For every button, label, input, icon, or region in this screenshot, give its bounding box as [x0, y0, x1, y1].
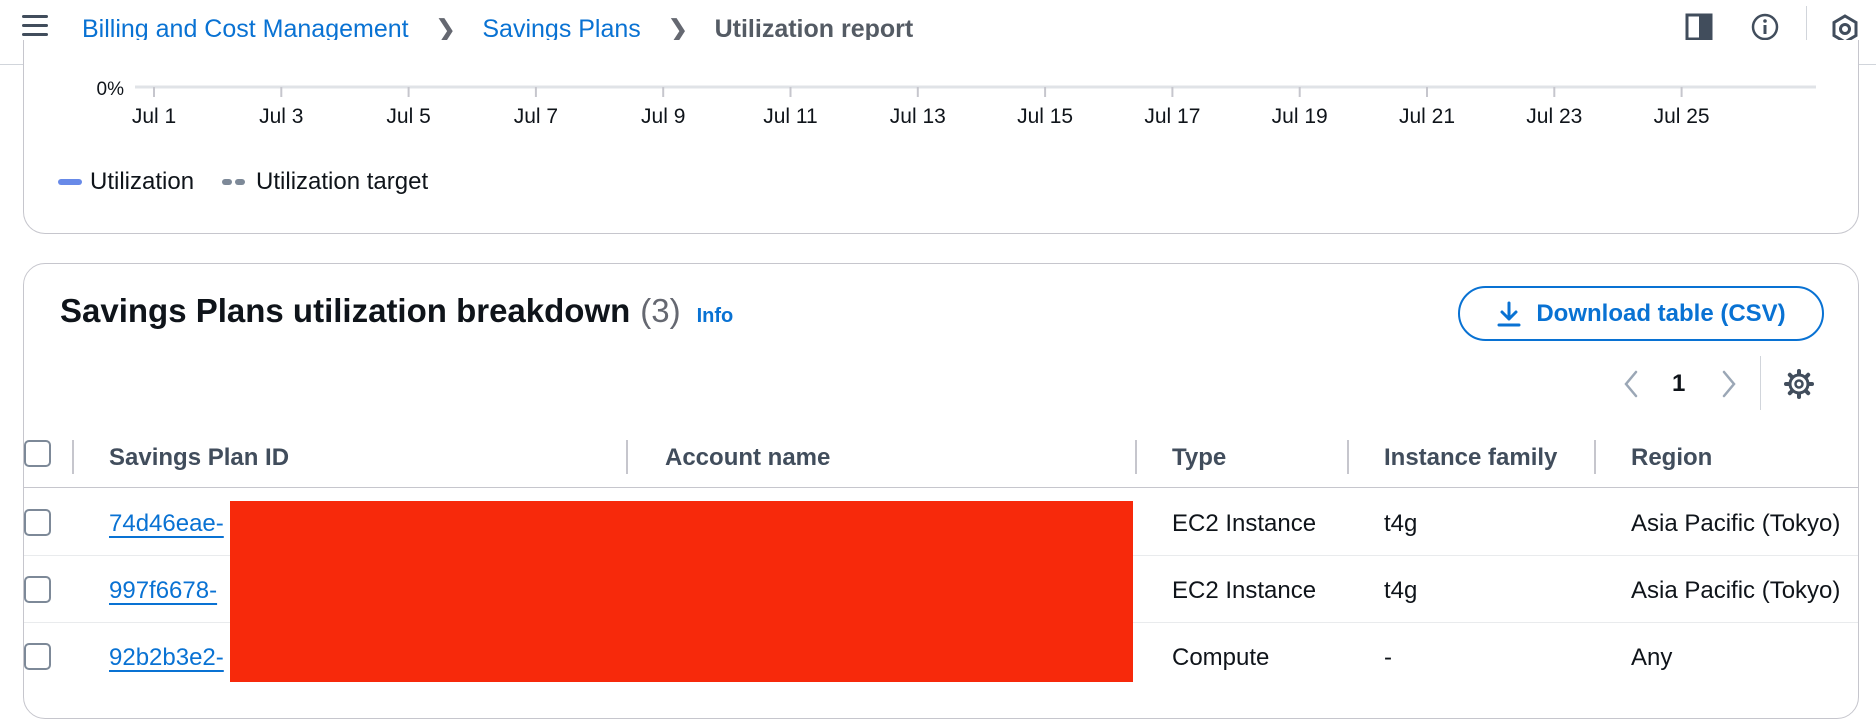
- download-csv-button[interactable]: Download table (CSV): [1458, 286, 1824, 341]
- column-resizer[interactable]: [626, 440, 628, 474]
- x-tick-label: Jul 13: [890, 105, 946, 128]
- column-resizer[interactable]: [1135, 440, 1137, 474]
- top-divider: [1806, 6, 1807, 48]
- chevron-right-icon[interactable]: [1716, 364, 1742, 409]
- menu-icon[interactable]: [20, 12, 50, 40]
- info-link[interactable]: Info: [696, 305, 734, 327]
- breakdown-count: (3): [640, 292, 681, 329]
- legend-item-utilization-target[interactable]: Utilization target: [222, 168, 428, 196]
- x-tick-label: Jul 17: [1144, 105, 1200, 128]
- utilization-chart: 0% Jul 1 Jul 3 Jul 5 Jul 7 Jul 9 Jul 11 Jul 13 J…: [97, 79, 1816, 128]
- x-tick-label: Jul 9: [641, 105, 685, 128]
- breadcrumb: Billing and Cost Management ❯ Savings Pl…: [82, 13, 913, 45]
- x-tick-label: Jul 7: [514, 105, 558, 128]
- breakdown-title-text: Savings Plans utilization breakdown: [60, 292, 631, 329]
- info-icon[interactable]: [1748, 10, 1782, 44]
- breadcrumb-current: Utilization report: [714, 14, 914, 43]
- y-tick-label: 0%: [97, 79, 125, 100]
- region-cell: Asia Pacific (Tokyo): [1631, 577, 1841, 604]
- redaction-block: [230, 501, 1133, 682]
- x-tick-label: Jul 1: [132, 105, 176, 128]
- savings-plan-id-link[interactable]: 997f6678-: [109, 577, 218, 604]
- chevron-right-icon: ❯: [434, 13, 457, 44]
- legend-item-utilization[interactable]: Utilization: [58, 168, 194, 196]
- instance-family-cell: t4g: [1384, 577, 1418, 604]
- breadcrumb-billing-link[interactable]: Billing and Cost Management: [82, 14, 409, 43]
- x-tick-label: Jul 15: [1017, 105, 1073, 128]
- instance-family-cell: t4g: [1384, 510, 1418, 537]
- region-cell: Asia Pacific (Tokyo): [1631, 510, 1841, 537]
- column-resizer[interactable]: [1347, 440, 1349, 474]
- x-tick-label: Jul 11: [763, 105, 817, 128]
- x-tick-label: Jul 19: [1272, 105, 1328, 128]
- legend-swatch-target: [222, 179, 248, 185]
- chevron-right-icon: ❯: [666, 13, 689, 44]
- column-header-account-name[interactable]: Account name: [665, 444, 831, 471]
- pagination-divider: [1760, 356, 1761, 410]
- type-cell: EC2 Instance: [1172, 510, 1317, 537]
- row-checkbox[interactable]: [24, 643, 51, 670]
- row-checkbox[interactable]: [24, 509, 51, 536]
- select-all-checkbox[interactable]: [24, 440, 51, 467]
- breakdown-title: Savings Plans utilization breakdown (3) …: [60, 292, 733, 330]
- utilization-chart-card: [23, 40, 1859, 234]
- breadcrumb-savings-plans-link[interactable]: Savings Plans: [482, 14, 641, 43]
- download-csv-label: Download table (CSV): [1536, 299, 1786, 327]
- chart-legend: Utilization Utilization target: [58, 168, 456, 196]
- type-cell: EC2 Instance: [1172, 577, 1317, 604]
- gear-icon[interactable]: [1782, 364, 1816, 409]
- x-tick-label: Jul 5: [386, 105, 430, 128]
- legend-label-utilization-target: Utilization target: [256, 168, 429, 195]
- x-tick-label: Jul 25: [1654, 105, 1710, 128]
- legend-swatch-utilization: [58, 179, 82, 185]
- table-row[interactable]: 92b2b3e2- Compute - Any: [24, 623, 1858, 690]
- panel-icon[interactable]: [1682, 10, 1716, 44]
- row-checkbox[interactable]: [24, 576, 51, 603]
- type-cell: Compute: [1172, 644, 1270, 671]
- x-tick-label: Jul 3: [259, 105, 303, 128]
- chevron-left-icon[interactable]: [1618, 364, 1644, 409]
- column-resizer[interactable]: [1594, 440, 1596, 474]
- x-tick-label: Jul 21: [1399, 105, 1455, 128]
- table-header: Savings Plan ID Account name Type Instan…: [24, 432, 1858, 488]
- column-header-type[interactable]: Type: [1172, 444, 1227, 471]
- download-icon: [1496, 300, 1522, 328]
- column-header-instance-family[interactable]: Instance family: [1384, 444, 1558, 471]
- pagination-current-page[interactable]: 1: [1672, 370, 1686, 397]
- region-cell: Any: [1631, 644, 1673, 671]
- column-header-savings-plan-id[interactable]: Savings Plan ID: [109, 444, 290, 471]
- column-header-region[interactable]: Region: [1631, 444, 1713, 471]
- savings-plan-id-link[interactable]: 74d46eae-: [109, 510, 224, 537]
- legend-label-utilization: Utilization: [90, 168, 195, 195]
- x-tick-label: Jul 23: [1526, 105, 1582, 128]
- savings-plan-id-link[interactable]: 92b2b3e2-: [109, 644, 224, 671]
- column-resizer[interactable]: [72, 440, 74, 474]
- instance-family-cell: -: [1384, 644, 1392, 671]
